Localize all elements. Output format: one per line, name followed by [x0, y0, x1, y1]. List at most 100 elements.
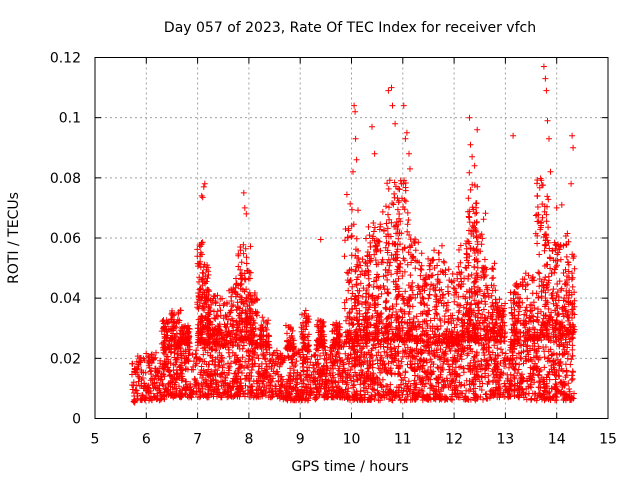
data-point	[150, 356, 156, 363]
data-point	[259, 314, 266, 321]
data-point	[418, 348, 425, 355]
data-point	[226, 346, 232, 353]
data-point	[275, 377, 282, 384]
data-point	[162, 361, 168, 368]
data-point	[347, 367, 354, 373]
data-point	[537, 378, 544, 384]
data-point	[485, 294, 492, 301]
data-point	[425, 348, 432, 355]
data-point	[353, 235, 360, 242]
data-point	[210, 376, 217, 383]
data-point	[471, 371, 478, 378]
data-point	[380, 358, 387, 365]
data-point	[433, 375, 440, 382]
data-point	[430, 387, 437, 394]
data-point	[419, 363, 426, 370]
data-point	[402, 348, 409, 355]
data-point	[152, 372, 159, 379]
data-point	[449, 378, 456, 385]
data-point	[304, 367, 311, 374]
data-point	[415, 393, 421, 400]
data-point	[154, 369, 161, 376]
data-point	[194, 301, 201, 308]
data-point	[345, 287, 352, 294]
data-point	[220, 361, 227, 368]
data-point	[371, 396, 378, 402]
data-point	[398, 396, 404, 403]
data-point	[193, 347, 200, 354]
data-point	[267, 373, 274, 379]
data-point	[505, 394, 512, 401]
data-point	[210, 295, 217, 302]
data-point	[408, 349, 415, 355]
data-point	[534, 363, 540, 370]
data-point	[306, 391, 312, 398]
data-point	[217, 296, 224, 302]
data-point	[349, 355, 355, 362]
data-point	[352, 369, 358, 376]
data-point	[374, 360, 381, 367]
data-point	[215, 359, 222, 365]
data-point	[153, 349, 159, 356]
data-point	[209, 321, 215, 328]
data-point	[439, 384, 446, 391]
data-point	[453, 370, 460, 377]
data-point	[157, 389, 164, 396]
data-point	[532, 390, 539, 397]
data-point	[180, 330, 187, 337]
data-point	[345, 385, 352, 392]
data-point	[245, 275, 252, 282]
data-point	[249, 361, 256, 368]
data-point	[333, 384, 340, 391]
data-point	[396, 211, 403, 217]
data-point	[369, 352, 375, 359]
data-point	[441, 259, 448, 266]
data-point	[363, 235, 369, 242]
data-point	[184, 356, 191, 363]
data-point	[456, 372, 463, 379]
data-point	[203, 287, 210, 294]
data-point	[175, 319, 182, 326]
data-point	[263, 360, 270, 367]
data-point	[290, 385, 297, 392]
data-point	[302, 384, 309, 391]
data-point	[351, 346, 358, 353]
data-point	[173, 385, 180, 392]
data-point	[343, 374, 350, 380]
data-point	[500, 357, 507, 364]
data-point	[522, 355, 529, 362]
data-point	[419, 388, 426, 394]
data-point	[332, 393, 339, 400]
data-point	[275, 355, 282, 362]
data-point	[541, 364, 548, 371]
data-point	[433, 383, 440, 390]
data-point	[339, 377, 346, 384]
data-point	[278, 390, 285, 397]
data-point	[300, 351, 306, 358]
data-point	[245, 352, 252, 359]
data-point	[272, 383, 279, 390]
data-point	[200, 351, 207, 358]
data-point	[131, 398, 138, 405]
data-point	[385, 289, 391, 296]
data-point	[543, 383, 550, 389]
data-point	[566, 386, 573, 392]
data-point	[373, 374, 380, 381]
data-point	[195, 260, 202, 267]
data-point	[172, 333, 179, 339]
data-point	[443, 344, 450, 351]
data-point	[273, 347, 280, 354]
data-point	[297, 393, 304, 400]
data-point	[384, 276, 391, 283]
data-point	[275, 356, 282, 363]
data-point	[484, 360, 491, 367]
data-point	[366, 362, 373, 369]
data-point	[291, 396, 298, 403]
data-point	[194, 246, 201, 253]
data-point	[481, 356, 488, 363]
data-point	[208, 368, 215, 375]
data-point	[340, 361, 346, 368]
data-point	[297, 376, 304, 382]
data-point	[409, 352, 416, 359]
data-point	[436, 250, 442, 256]
